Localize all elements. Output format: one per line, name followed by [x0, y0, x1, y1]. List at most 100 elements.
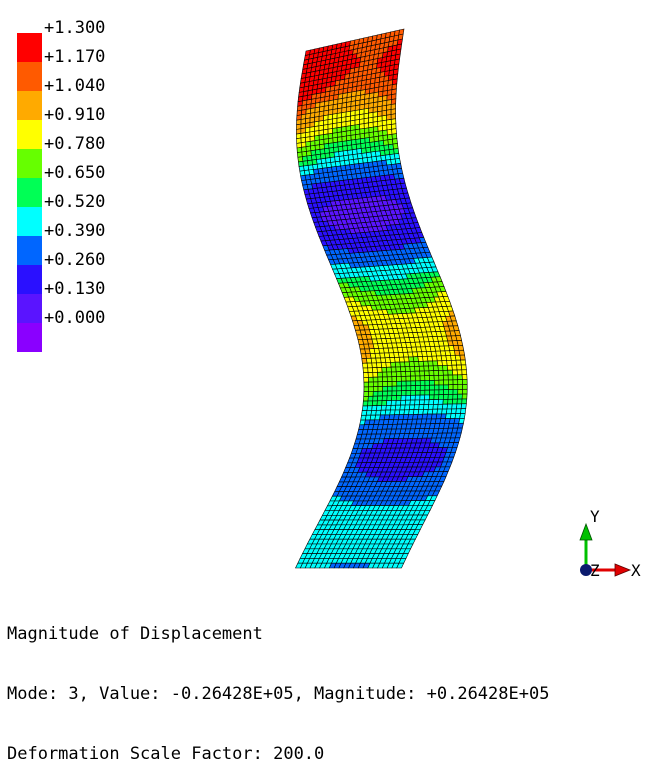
mesh-element	[377, 371, 383, 378]
mesh-element	[452, 374, 459, 381]
mesh-element	[367, 400, 374, 407]
mesh-element	[398, 177, 406, 184]
mesh-element	[447, 389, 454, 395]
mesh-element	[457, 384, 463, 390]
mesh-element	[443, 389, 449, 395]
mesh-element	[447, 379, 454, 386]
mesh-element	[442, 365, 449, 371]
mesh-element	[419, 389, 426, 396]
mesh-element	[391, 395, 397, 401]
mesh-element	[382, 139, 389, 146]
legend-label: +0.390	[44, 221, 106, 241]
scale-factor-line: Deformation Scale Factor: 200.0	[7, 744, 325, 764]
mesh-element	[460, 364, 467, 371]
mesh-element	[438, 394, 444, 400]
mesh-element	[424, 380, 431, 386]
mesh-element	[378, 135, 384, 142]
mesh-element	[451, 398, 458, 405]
mesh-element	[367, 395, 374, 402]
mesh-element	[332, 141, 339, 148]
mesh-element	[418, 365, 425, 372]
mesh-element	[456, 369, 463, 376]
mesh-element	[452, 384, 459, 390]
mesh-element	[401, 380, 407, 387]
mesh-element	[427, 404, 434, 410]
mesh-element	[363, 372, 369, 378]
legend-swatch	[17, 207, 42, 236]
mesh-element	[395, 399, 402, 406]
mesh-element	[448, 384, 454, 390]
mesh-element	[346, 144, 353, 151]
mesh-element	[382, 385, 388, 392]
legend-label: +1.170	[44, 47, 106, 67]
mesh-element	[372, 390, 379, 397]
mesh-element	[443, 384, 449, 391]
mesh-element	[333, 146, 339, 153]
legend-swatch	[17, 178, 42, 207]
mesh-element	[377, 390, 384, 397]
mesh-element	[368, 376, 374, 383]
mesh-element	[433, 394, 440, 400]
mesh-element	[432, 403, 439, 410]
mesh-element	[395, 162, 402, 170]
mesh-element	[458, 349, 465, 356]
mesh-element	[372, 371, 379, 378]
mesh-element	[381, 395, 388, 402]
mesh-element	[457, 422, 464, 429]
result-title: Magnitude of Displacement	[7, 624, 263, 644]
mesh-element	[410, 394, 416, 401]
mesh-element	[457, 374, 463, 381]
mesh-element	[452, 379, 459, 385]
mesh-element	[392, 143, 399, 150]
legend-label: +0.520	[44, 192, 106, 212]
mesh-element	[454, 432, 462, 439]
mesh-element	[381, 124, 388, 131]
mesh-element	[372, 395, 379, 402]
mesh-element	[337, 136, 343, 143]
mesh-element	[459, 413, 466, 419]
legend-label: +0.910	[44, 105, 106, 125]
mesh-element	[372, 381, 379, 388]
mesh-element	[433, 399, 439, 405]
mesh-element	[415, 385, 421, 391]
axis-triad: Y Z X	[560, 500, 670, 590]
legend-swatch	[17, 294, 42, 323]
mesh-element	[401, 385, 407, 392]
mesh-element	[419, 380, 426, 386]
mesh-element	[423, 365, 430, 372]
mesh-element	[452, 325, 460, 332]
mesh-element	[386, 390, 393, 397]
z-axis-dot	[580, 564, 592, 576]
mesh-element	[376, 400, 383, 406]
mesh-element	[438, 379, 445, 386]
mesh-element	[363, 381, 370, 388]
legend-label: +0.000	[44, 308, 106, 328]
mesh-element	[397, 172, 405, 180]
mesh-element	[438, 370, 444, 376]
mesh-element	[461, 393, 468, 400]
mesh-element	[364, 142, 371, 149]
mesh-element	[462, 379, 468, 385]
mesh-element	[414, 375, 421, 382]
mesh-element	[318, 138, 325, 146]
mesh-element	[428, 375, 435, 381]
legend-label: +0.260	[44, 250, 106, 270]
mesh-element	[428, 394, 435, 401]
mesh-element	[456, 340, 464, 346]
mesh-element	[437, 365, 444, 371]
mesh-element	[393, 153, 400, 160]
mesh-element	[409, 370, 416, 377]
mesh-element	[323, 143, 330, 150]
mesh-element	[433, 384, 440, 391]
mesh-element	[438, 389, 445, 396]
mesh-element	[452, 393, 459, 400]
mesh-element	[462, 388, 468, 395]
mesh-element	[391, 390, 398, 397]
mesh-element	[382, 376, 388, 383]
mesh-element	[400, 390, 407, 396]
mesh-element	[394, 361, 401, 368]
mesh-element	[391, 133, 398, 140]
mesh-element	[394, 158, 401, 165]
mesh-element	[405, 385, 412, 391]
mesh-element	[359, 123, 365, 130]
